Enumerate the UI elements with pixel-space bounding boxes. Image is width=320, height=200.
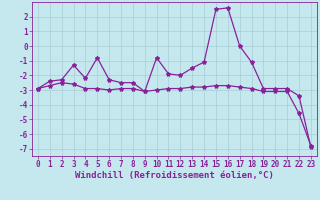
X-axis label: Windchill (Refroidissement éolien,°C): Windchill (Refroidissement éolien,°C) xyxy=(75,171,274,180)
